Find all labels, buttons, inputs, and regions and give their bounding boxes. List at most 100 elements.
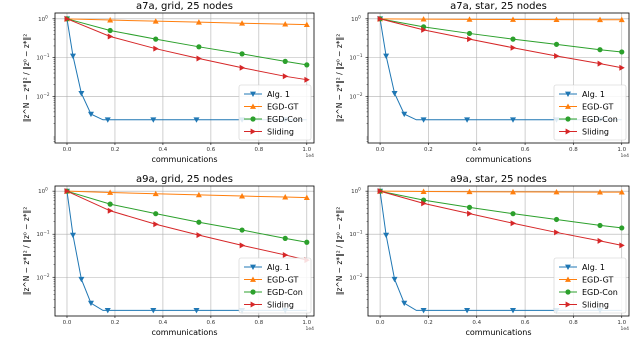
legend: Alg. 1 EGD-GT EGD-Con Sliding <box>553 257 627 314</box>
data-point-alg-1 <box>383 53 390 60</box>
legend-label: Alg. 1 <box>582 263 605 272</box>
data-point-egd-gt <box>420 188 427 194</box>
legend-label: Alg. 1 <box>267 90 290 99</box>
data-point-alg-1 <box>150 307 157 314</box>
data-point-alg-1 <box>510 117 516 123</box>
data-point-alg-1 <box>78 276 85 283</box>
legend-marker <box>565 264 571 270</box>
legend-marker <box>565 103 571 109</box>
data-point-egd-gt <box>618 16 625 23</box>
x-tick-label: 0.4 <box>159 147 168 153</box>
chart-title: a9a, grid, 25 nodes <box>136 174 233 185</box>
data-point-egd-gt <box>282 194 289 200</box>
data-point-sliding <box>107 33 114 40</box>
legend-box <box>238 84 312 141</box>
x-axis-label: communications <box>465 328 531 337</box>
legend-label: EGD-GT <box>267 276 299 285</box>
x-tick-label: 0.6 <box>521 320 530 326</box>
data-point-sliding <box>421 26 427 33</box>
legend-marker <box>565 276 571 282</box>
data-point-sliding <box>421 200 427 207</box>
data-point-egd-gt <box>466 188 473 195</box>
data-point-egd-gt <box>107 189 114 195</box>
legend-label: Sliding <box>582 301 609 310</box>
legend-box <box>553 84 627 141</box>
legend-box <box>238 257 312 314</box>
legend-label: Sliding <box>267 128 294 137</box>
x-tick-label: 0.4 <box>159 320 168 326</box>
legend-label: EGD-Con <box>267 288 303 297</box>
x-scale-label: 1e4 <box>306 153 315 159</box>
data-point-egd-gt <box>553 189 560 195</box>
x-tick-label: 0.2 <box>111 147 120 153</box>
y-tick-label: 100 <box>351 187 361 196</box>
data-point-sliding <box>196 55 202 62</box>
x-tick-label: 0.8 <box>254 320 263 326</box>
data-point-egd-gt <box>420 16 427 22</box>
axes-frame <box>54 185 315 317</box>
legend-marker <box>250 103 256 109</box>
data-point-egd-con <box>304 62 310 68</box>
legend-label: Sliding <box>582 128 609 137</box>
data-point-alg-1 <box>383 232 390 239</box>
x-tick-label: 1.0 <box>617 320 626 326</box>
data-point-sliding <box>377 188 384 195</box>
data-point-sliding <box>554 229 560 236</box>
data-point-sliding <box>239 64 246 71</box>
data-point-egd-gt <box>239 193 246 199</box>
x-tick-label: 0.2 <box>111 320 120 326</box>
legend-label: Sliding <box>267 301 294 310</box>
data-point-egd-con <box>196 44 202 50</box>
legend-label: EGD-GT <box>267 103 299 112</box>
data-point-sliding <box>467 36 473 43</box>
legend-label: EGD-Con <box>267 115 303 124</box>
data-point-sliding <box>282 73 289 80</box>
data-point-sliding <box>239 242 246 249</box>
data-point-alg-1 <box>420 307 427 314</box>
x-tick-label: 0.6 <box>521 147 530 153</box>
data-point-alg-1 <box>104 307 111 314</box>
data-point-alg-1 <box>193 307 200 314</box>
y-tick-label: 10−2 <box>349 92 363 101</box>
data-point-sliding <box>597 60 603 67</box>
data-point-egd-con <box>510 36 516 42</box>
data-point-egd-con <box>239 227 245 233</box>
chart-title: a7a, grid, 25 nodes <box>136 1 233 12</box>
x-tick-label: 1.0 <box>302 320 311 326</box>
legend: Alg. 1 EGD-GT EGD-Con Sliding <box>238 84 312 141</box>
x-tick-label: 0.0 <box>376 320 385 326</box>
x-tick-label: 0.6 <box>207 147 216 153</box>
data-point-sliding <box>619 242 625 249</box>
data-point-egd-gt <box>553 16 560 22</box>
data-point-sliding <box>64 15 70 22</box>
data-point-alg-1 <box>391 276 398 283</box>
data-point-sliding <box>304 76 310 83</box>
legend-marker <box>250 128 256 135</box>
x-axis-label: communications <box>151 155 217 164</box>
data-point-sliding <box>597 237 603 244</box>
x-tick-label: 1.0 <box>302 147 311 153</box>
legend-label: Alg. 1 <box>582 90 605 99</box>
data-point-egd-con <box>304 239 310 245</box>
x-tick-label: 0.4 <box>472 147 481 153</box>
data-point-sliding <box>510 44 516 51</box>
data-point-alg-1 <box>87 111 94 118</box>
data-point-egd-gt <box>239 20 246 26</box>
y-axis-label: ‖z^N − z*‖² / ‖z⁰ − z*‖² <box>22 34 31 123</box>
data-point-egd-gt <box>510 16 516 22</box>
y-tick-label: 10−1 <box>36 230 50 239</box>
x-scale-label: 1e4 <box>306 326 315 332</box>
y-tick-label: 100 <box>38 14 48 23</box>
data-point-sliding <box>153 45 159 52</box>
legend-marker <box>250 264 256 270</box>
y-axis-label: ‖z^N − z*‖² / ‖z⁰ − z*‖² <box>22 207 31 296</box>
data-point-alg-1 <box>464 117 471 123</box>
legend-label: EGD-Con <box>582 288 618 297</box>
data-point-sliding <box>619 64 625 71</box>
data-point-egd-con <box>553 41 560 47</box>
data-point-egd-con <box>153 36 159 42</box>
x-axis-label: communications <box>151 328 217 337</box>
data-point-sliding <box>282 251 289 258</box>
data-point-sliding <box>377 15 384 22</box>
